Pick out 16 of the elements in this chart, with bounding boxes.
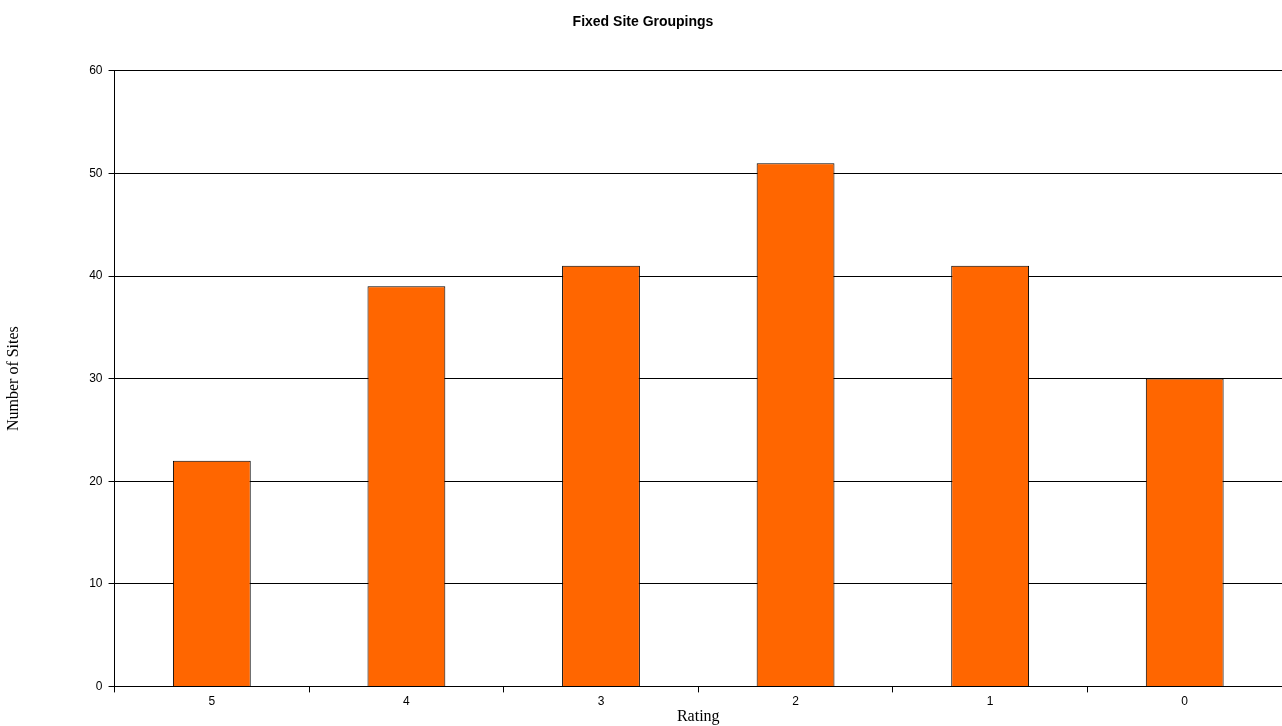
y-tick-label: 30 (89, 370, 103, 385)
y-axis-title: Number of Sites (3, 326, 21, 432)
x-tick-label: 5 (208, 693, 216, 708)
y-tick-label: 50 (89, 165, 103, 180)
y-tick-label: 10 (89, 576, 103, 591)
y-tick-label: 40 (89, 268, 103, 283)
x-tick-label: 1 (986, 693, 994, 708)
x-tick-label: 4 (403, 693, 411, 708)
chart-title: Fixed Site Groupings (572, 13, 714, 30)
x-axis-title: Rating (676, 706, 720, 725)
y-tick-label: 60 (89, 63, 103, 78)
x-tick-label: 2 (792, 693, 800, 708)
x-tick-label: 0 (1181, 693, 1189, 708)
y-tick-label: 20 (89, 473, 103, 488)
x-tick-label: 3 (597, 693, 605, 708)
y-tick-label: 0 (95, 678, 103, 693)
